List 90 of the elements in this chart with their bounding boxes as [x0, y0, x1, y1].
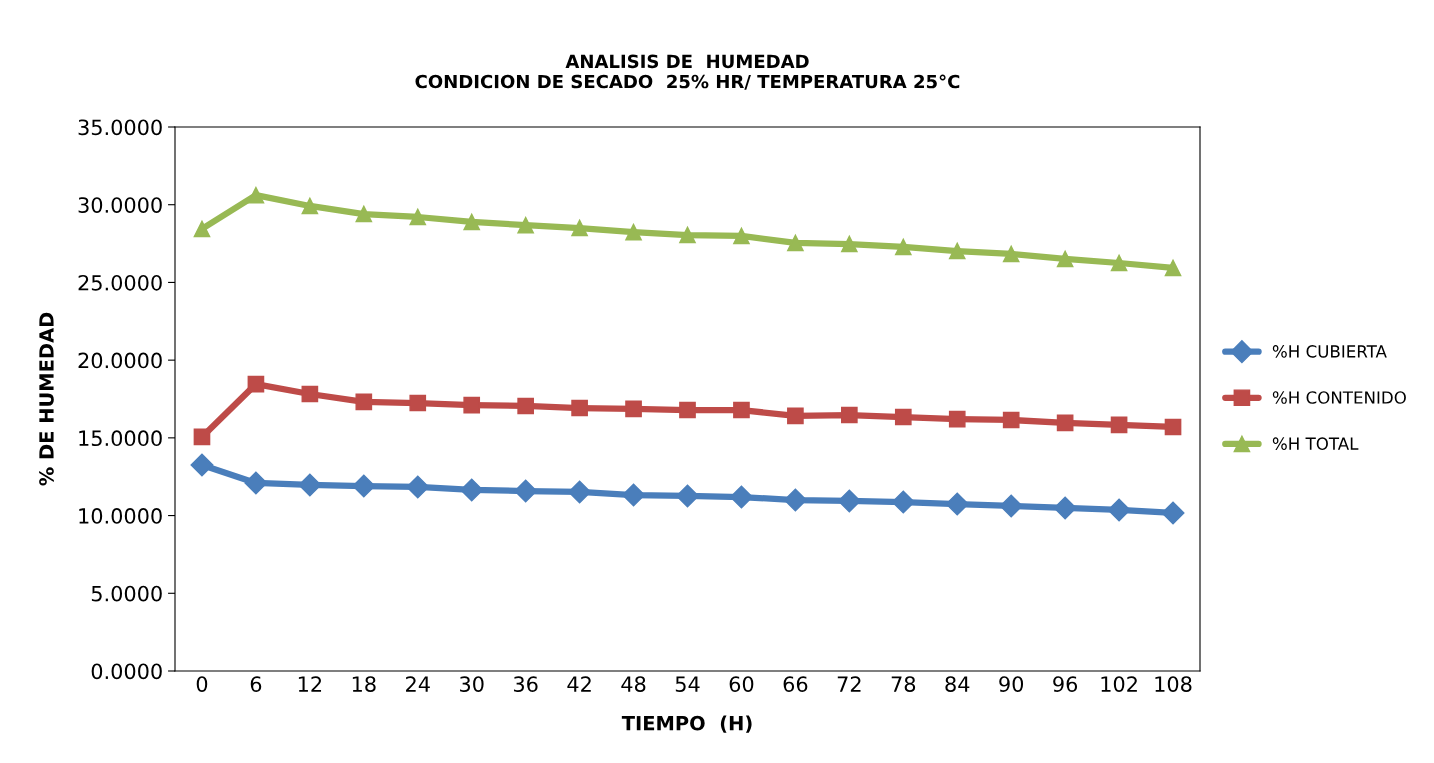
- point: [1053, 496, 1077, 520]
- x-axis-title: TIEMPO (H): [621, 715, 752, 733]
- point: [1056, 414, 1074, 432]
- point: [837, 489, 861, 513]
- x-tick-label: 72: [837, 676, 861, 692]
- x-tick-label: 42: [567, 676, 591, 692]
- point: [352, 474, 376, 498]
- point: [409, 394, 427, 412]
- point: [733, 227, 750, 245]
- point: [193, 220, 211, 238]
- point: [1164, 418, 1182, 436]
- y-tick-label: 10.0000: [79, 508, 162, 524]
- point: [733, 401, 750, 419]
- point: [355, 393, 373, 411]
- x-tick-label: 60: [729, 676, 754, 692]
- point: [571, 399, 588, 417]
- point: [298, 473, 322, 497]
- point: [406, 475, 430, 499]
- x-tick-label: 48: [621, 676, 646, 692]
- x-tick-label: 0: [196, 676, 208, 692]
- point: [1056, 250, 1074, 268]
- point: [247, 375, 265, 393]
- point: [190, 453, 214, 477]
- y-tick-label: 35.0000: [78, 119, 162, 136]
- point: [841, 406, 858, 424]
- x-tick-label: 24: [406, 676, 430, 692]
- point: [1002, 411, 1020, 429]
- x-tick-label: 18: [352, 676, 376, 692]
- point: [948, 242, 966, 260]
- point: [622, 483, 646, 507]
- point: [301, 197, 319, 215]
- point: [517, 397, 534, 415]
- point: [1161, 501, 1185, 525]
- x-tick-label: 12: [298, 676, 322, 692]
- y-tick-label: 5.0000: [91, 585, 162, 602]
- x-tick-label: 96: [1053, 676, 1078, 692]
- point: [1107, 498, 1131, 522]
- point: [1110, 416, 1128, 434]
- y-tick-label: 0.0000: [91, 663, 162, 680]
- x-tick-label: 66: [783, 676, 808, 692]
- y-axis-title: % DE HUMEDAD: [39, 312, 54, 486]
- point: [193, 428, 211, 446]
- point: [787, 407, 804, 425]
- point: [787, 234, 804, 252]
- point: [679, 226, 696, 244]
- legend-label: %H CUBIERTA: [1272, 345, 1387, 358]
- point: [355, 205, 373, 223]
- chart-title: ANALISIS DE HUMEDAD CONDICION DE SECADO 25% HR/ TEMPERATURA 25°C: [415, 54, 960, 90]
- x-tick-label: 54: [675, 676, 700, 692]
- y-tick-label: 20.0000: [78, 352, 162, 369]
- legend-label: %H CONTENIDO: [1272, 391, 1406, 404]
- y-tick-label: 30.0000: [78, 197, 162, 213]
- y-tick-label: 25.0000: [78, 274, 162, 291]
- point: [729, 485, 753, 509]
- point: [1110, 254, 1128, 272]
- x-tick-label: 84: [945, 676, 970, 692]
- point: [894, 238, 912, 256]
- point: [244, 471, 268, 495]
- point: [783, 488, 807, 512]
- point: [625, 223, 642, 241]
- point: [1164, 259, 1182, 277]
- point: [948, 410, 966, 428]
- point: [945, 492, 969, 516]
- x-tick-label: 78: [891, 676, 916, 692]
- x-tick-label: 108: [1155, 676, 1192, 692]
- point: [514, 479, 538, 503]
- x-tick-label: 36: [513, 676, 538, 692]
- legend-label: %H TOTAL: [1272, 437, 1359, 450]
- point: [517, 216, 534, 234]
- y-tick-label: 15.0000: [79, 430, 162, 447]
- point: [409, 208, 427, 226]
- point: [463, 213, 481, 231]
- point: [568, 480, 592, 504]
- x-tick-label: 6: [250, 676, 262, 692]
- x-tick-label: 102: [1101, 676, 1137, 692]
- point: [625, 400, 642, 418]
- point: [894, 408, 912, 426]
- point: [841, 235, 858, 253]
- point: [571, 219, 588, 237]
- point: [460, 478, 484, 502]
- point: [463, 396, 481, 414]
- x-tick-label: 90: [999, 676, 1024, 692]
- point: [1002, 245, 1020, 263]
- point: [891, 490, 915, 514]
- point: [301, 385, 319, 403]
- point: [676, 484, 699, 508]
- point: [247, 186, 265, 204]
- point: [679, 401, 696, 419]
- point: [999, 494, 1023, 518]
- x-tick-label: 30: [460, 676, 484, 692]
